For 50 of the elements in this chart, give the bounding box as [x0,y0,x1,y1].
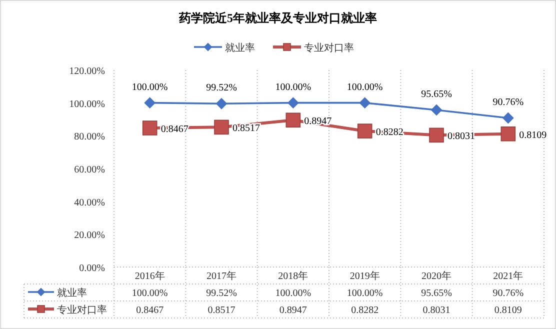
legend-label: 专业对口率 [304,42,354,54]
data-label: 90.76% [492,288,524,299]
data-label: 100.00% [132,288,168,299]
text: 100.00% [275,82,312,93]
data-label: 95.65% [421,288,452,299]
point [144,97,156,108]
data-label: 0.8947 [279,305,307,316]
data-label: 0.8031 [422,305,450,316]
y-tick-label: 100.00% [69,98,105,110]
text: 0.8517 [232,123,260,134]
text: 99.52% [206,82,237,94]
point [359,97,370,108]
point [214,120,229,135]
point [142,120,158,136]
text: 0.8109 [519,130,547,141]
point [431,104,442,116]
y-tick-label: 20.00% [74,230,105,242]
x-tick-label: 2016年 [134,270,165,282]
data-label: 100.00% [275,288,312,299]
legend-label: 就业率 [225,42,255,54]
y-tick-label: 120.00% [69,66,105,77]
y-tick-label: 80.00% [74,132,105,143]
y-tick-label: 40.00% [74,197,105,208]
point [288,97,299,108]
data-label: 0.8109 [494,305,522,316]
data-label: 99.52% [206,288,237,299]
text: 100.00% [132,82,168,93]
point [500,126,516,142]
x-tick-label: 2019年 [350,270,380,282]
data-label: 0.8282 [351,305,379,316]
x-tick-label: 2018年 [278,270,308,282]
y-tick-label: 60.00% [74,164,105,176]
chart-title: 药学院近5年就业率及专业对口就业率 [178,11,377,25]
point [357,124,372,138]
x-tick-label: 2017年 [206,270,236,282]
text: 95.65% [421,88,452,100]
text: 专业对口率 [57,305,107,316]
x-tick-label: 2021年 [493,270,524,282]
text: 100.00% [346,82,383,93]
data-label: 100.00% [346,288,383,299]
x-tick-label: 2020年 [422,270,452,282]
point [286,112,301,128]
point [502,112,514,124]
data-label: 0.8467 [136,305,164,316]
point [429,128,444,143]
data-label: 0.8517 [208,305,236,316]
text: 就业率 [57,288,87,299]
point [216,98,227,110]
text: 90.76% [492,97,524,108]
y-tick-label: 0.00% [79,263,105,274]
